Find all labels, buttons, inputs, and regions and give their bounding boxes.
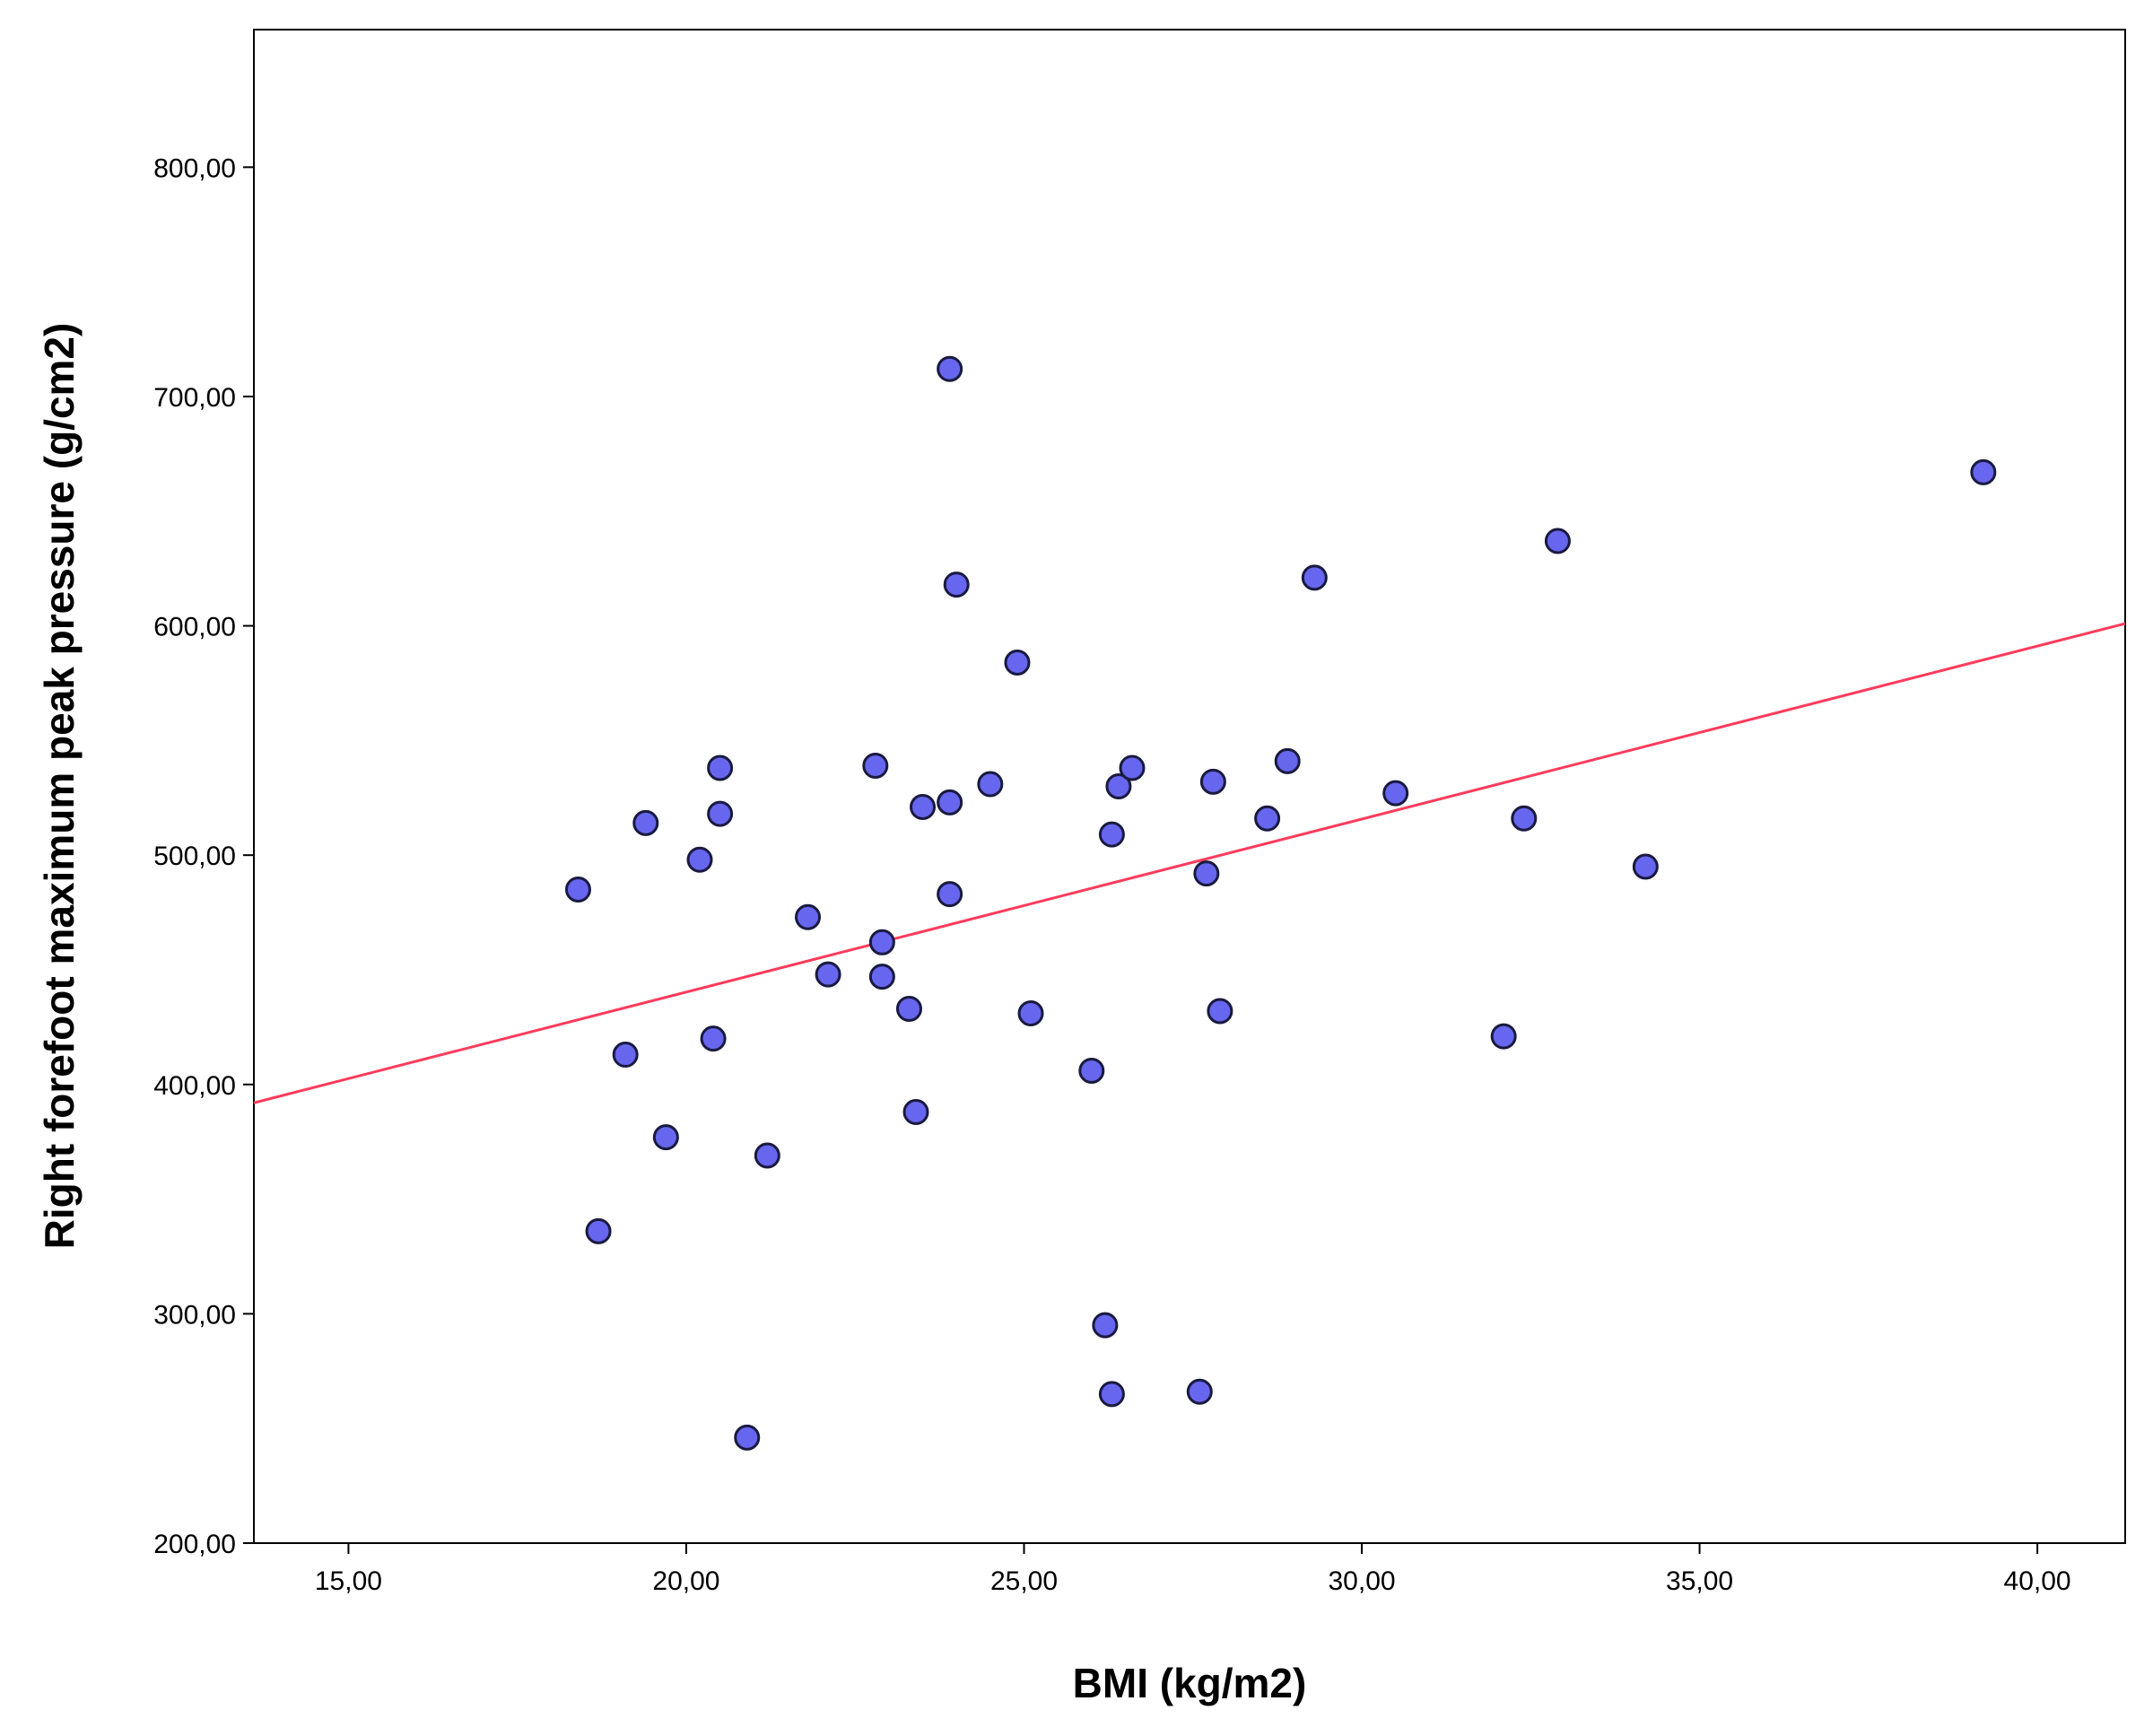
- data-point: [1119, 755, 1146, 781]
- data-point: [1511, 805, 1538, 832]
- data-point: [1098, 1381, 1125, 1408]
- data-point: [937, 355, 963, 382]
- data-point: [1017, 1000, 1044, 1027]
- data-point: [910, 794, 937, 821]
- data-point: [977, 771, 1004, 798]
- plot-area-frame: [253, 29, 2126, 1544]
- x-tick-label: 25,00: [990, 1566, 1058, 1596]
- data-point: [1092, 1312, 1119, 1339]
- data-point: [612, 1042, 639, 1069]
- y-tick-label: 500,00: [153, 842, 236, 871]
- x-tick-label: 20,00: [652, 1566, 719, 1596]
- data-point: [1105, 773, 1132, 799]
- data-point: [700, 1025, 727, 1052]
- y-tick-label: 800,00: [153, 153, 236, 183]
- data-point: [686, 846, 713, 873]
- data-point: [564, 877, 591, 903]
- data-point: [1098, 821, 1125, 848]
- data-point: [902, 1098, 929, 1125]
- data-point: [1544, 528, 1571, 554]
- data-point: [1078, 1057, 1105, 1084]
- data-point: [707, 800, 734, 827]
- x-tick-label: 40,00: [2004, 1566, 2071, 1596]
- y-tick-label: 300,00: [153, 1300, 236, 1330]
- data-point: [1274, 747, 1301, 774]
- data-point: [795, 903, 822, 930]
- data-point: [632, 809, 659, 836]
- y-axis-title: Right forefoot maximum peak pressure (g/…: [36, 323, 83, 1250]
- data-point: [1301, 564, 1328, 591]
- data-point: [862, 752, 889, 779]
- data-point: [754, 1142, 780, 1169]
- data-point: [1382, 780, 1409, 807]
- data-point: [868, 964, 895, 990]
- data-point: [1970, 458, 1997, 485]
- x-tick-label: 30,00: [1328, 1566, 1395, 1596]
- data-point: [1004, 649, 1031, 676]
- data-point: [585, 1217, 612, 1244]
- data-point: [1193, 860, 1220, 887]
- data-point: [1207, 998, 1233, 1025]
- data-point: [937, 881, 963, 908]
- data-point: [1254, 805, 1281, 832]
- data-point: [707, 755, 734, 781]
- data-point: [1490, 1023, 1517, 1050]
- y-tick-label: 200,00: [153, 1530, 236, 1559]
- data-points: [564, 355, 1997, 1451]
- x-axis-title: BMI (kg/m2): [1073, 1660, 1307, 1706]
- data-point: [652, 1124, 679, 1151]
- fit-line: [253, 622, 2126, 1104]
- x-axis-ticks: 15,00 20,00 25,00 30,00 35,00 40,00: [315, 1543, 2071, 1596]
- data-point: [895, 995, 922, 1022]
- data-point: [815, 961, 841, 988]
- y-axis-ticks: 200,00 300,00 400,00 500,00 600,00 700,00 800,…: [153, 153, 254, 1559]
- data-point: [1199, 768, 1226, 795]
- data-point: [868, 929, 895, 955]
- y-tick-label: 600,00: [153, 613, 236, 642]
- data-point: [734, 1424, 761, 1451]
- x-tick-label: 35,00: [1666, 1566, 1733, 1596]
- x-tick-label: 15,00: [315, 1566, 382, 1596]
- y-tick-label: 700,00: [153, 383, 236, 413]
- data-point: [1186, 1378, 1213, 1405]
- data-point: [943, 571, 970, 598]
- data-point: [1632, 853, 1659, 880]
- y-tick-label: 400,00: [153, 1071, 236, 1101]
- data-point: [937, 789, 963, 816]
